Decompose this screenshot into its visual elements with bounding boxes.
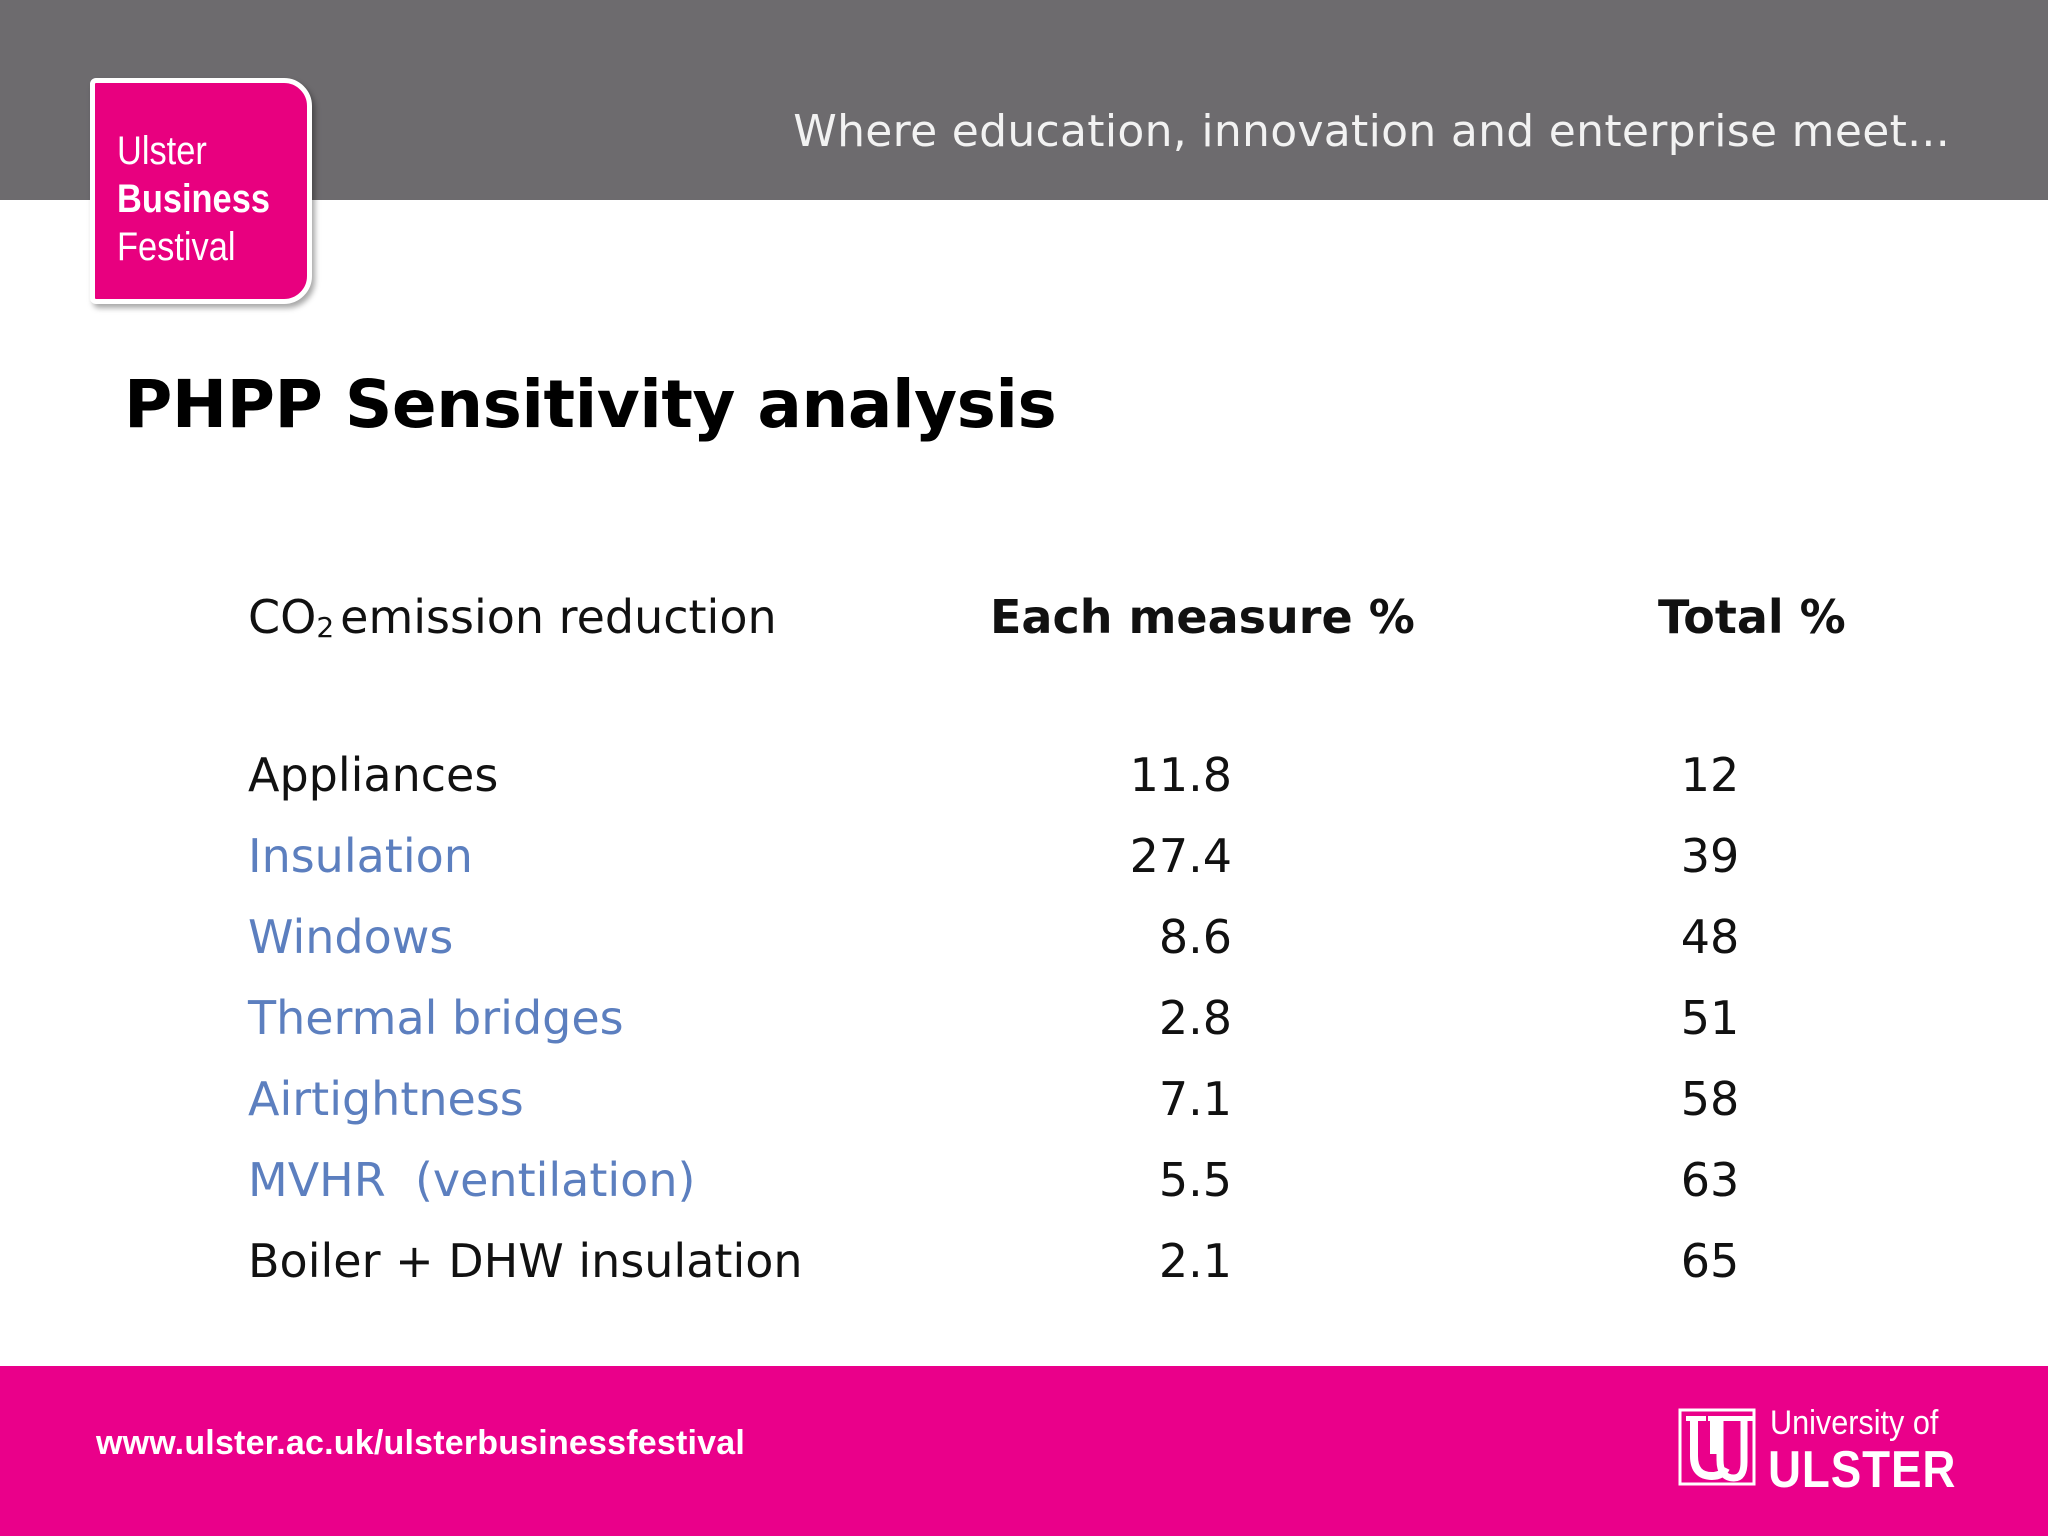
row-label: MVHR (ventilation) bbox=[248, 1153, 696, 1207]
footer-url-link[interactable]: www.ulster.ac.uk/ulsterbusinessfestival bbox=[96, 1424, 746, 1462]
footer-band bbox=[0, 1366, 2048, 1536]
row-label: Windows bbox=[248, 910, 454, 964]
row-total-value: 12 bbox=[1680, 748, 1740, 802]
table-row: Windows 8.6 48 bbox=[0, 910, 2048, 991]
row-each-value: 5.5 bbox=[1158, 1153, 1232, 1207]
co2-subscript: 2 bbox=[316, 611, 335, 644]
university-of-text: University of bbox=[1770, 1404, 1939, 1442]
tagline: Where education, innovation and enterpri… bbox=[793, 106, 1950, 157]
co2-rest: emission reduction bbox=[340, 590, 777, 644]
ulster-text: ULSTER bbox=[1768, 1441, 1957, 1499]
row-total-value: 51 bbox=[1680, 991, 1740, 1045]
festival-logo: Ulster Business Festival bbox=[90, 78, 312, 304]
header-band: Where education, innovation and enterpri… bbox=[0, 0, 2048, 200]
row-each-value: 8.6 bbox=[1158, 910, 1232, 964]
column-header-co2: CO2 emission reduction bbox=[248, 590, 777, 644]
row-total-value: 63 bbox=[1680, 1153, 1740, 1207]
row-total-value: 48 bbox=[1680, 910, 1740, 964]
row-label: Appliances bbox=[248, 748, 499, 802]
data-table: Appliances 11.8 12 Insulation 27.4 39 Wi… bbox=[0, 748, 2048, 1315]
row-each-value: 2.1 bbox=[1158, 1234, 1232, 1288]
table-row: MVHR (ventilation) 5.5 63 bbox=[0, 1153, 2048, 1234]
table-row: Insulation 27.4 39 bbox=[0, 829, 2048, 910]
row-label: Thermal bridges bbox=[248, 991, 624, 1045]
logo-line-business: Business bbox=[117, 177, 270, 221]
row-label: Boiler + DHW insulation bbox=[248, 1234, 803, 1288]
co2-prefix: CO bbox=[248, 590, 317, 644]
ulster-crest-icon bbox=[1678, 1408, 1756, 1486]
row-each-value: 27.4 bbox=[1129, 829, 1232, 883]
row-label: Airtightness bbox=[248, 1072, 524, 1126]
column-header-total: Total % bbox=[1658, 590, 1846, 644]
page-title: PHPP Sensitivity analysis bbox=[124, 366, 1057, 443]
row-total-value: 65 bbox=[1680, 1234, 1740, 1288]
row-total-value: 39 bbox=[1680, 829, 1740, 883]
row-label: Insulation bbox=[248, 829, 473, 883]
column-header-each-measure: Each measure % bbox=[990, 590, 1415, 644]
row-each-value: 2.8 bbox=[1158, 991, 1232, 1045]
logo-line-ulster: Ulster bbox=[117, 129, 207, 173]
row-each-value: 7.1 bbox=[1158, 1072, 1232, 1126]
logo-line-festival: Festival bbox=[117, 225, 236, 269]
row-total-value: 58 bbox=[1680, 1072, 1740, 1126]
table-row: Boiler + DHW insulation 2.1 65 bbox=[0, 1234, 2048, 1315]
table-row: Thermal bridges 2.8 51 bbox=[0, 991, 2048, 1072]
table-row: Appliances 11.8 12 bbox=[0, 748, 2048, 829]
table-row: Airtightness 7.1 58 bbox=[0, 1072, 2048, 1153]
row-each-value: 11.8 bbox=[1129, 748, 1232, 802]
university-logo: University of ULSTER bbox=[1678, 1404, 1958, 1499]
